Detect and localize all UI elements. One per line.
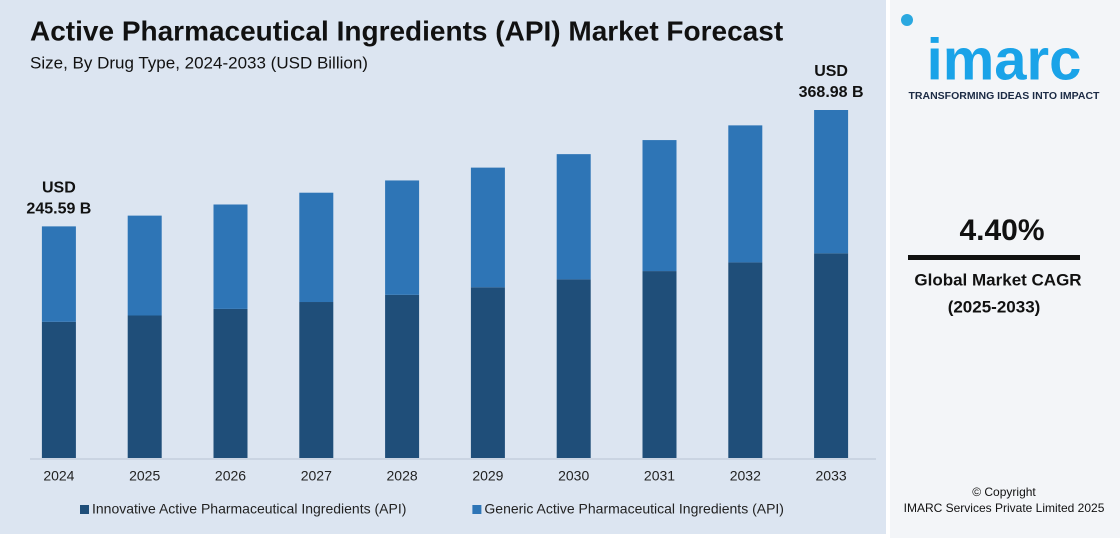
bar-segment	[41, 226, 76, 322]
annotation: 245.59 B	[26, 201, 91, 218]
x-tick-label: 2024	[43, 468, 74, 484]
cagr-label: Global Market CAGR	[914, 270, 1081, 289]
legend-label: Innovative Active Pharmaceutical Ingredi…	[92, 501, 406, 517]
cagr-value: 4.40%	[959, 214, 1044, 247]
tagline: TRANSFORMING IDEAS INTO IMPACT	[909, 90, 1101, 102]
bar-segment	[213, 204, 248, 309]
chart-subtitle: Size, By Drug Type, 2024-2033 (USD Billi…	[30, 53, 368, 72]
x-tick-label: 2029	[472, 468, 503, 484]
copyright: © Copyright	[972, 485, 1036, 499]
cagr-rule	[908, 255, 1080, 260]
bar-segment	[41, 321, 76, 458]
bar-segment	[385, 180, 420, 295]
bar-segment	[127, 215, 162, 316]
x-tick-label: 2033	[816, 468, 847, 484]
annotation: USD	[814, 63, 848, 80]
bar-segment	[642, 140, 677, 272]
x-tick-label: 2030	[558, 468, 589, 484]
bar-segment	[556, 279, 591, 458]
bar-segment	[385, 294, 420, 458]
logo-dot	[901, 14, 913, 26]
bar-segment	[728, 125, 763, 263]
company: IMARC Services Private Limited 2025	[904, 501, 1105, 515]
annotation: 368.98 B	[799, 84, 864, 101]
bar-segment	[470, 167, 505, 288]
x-tick-label: 2025	[129, 468, 160, 484]
legend-swatch	[80, 505, 89, 514]
cagr-period: (2025-2033)	[948, 297, 1041, 316]
chart-title: Active Pharmaceutical Ingredients (API) …	[30, 15, 783, 46]
x-tick-label: 2031	[644, 468, 675, 484]
bar-segment	[814, 253, 849, 458]
bar-segment	[470, 287, 505, 458]
bar-segment	[299, 192, 334, 303]
logo: imarc	[927, 27, 1082, 92]
x-tick-label: 2027	[301, 468, 332, 484]
annotation: USD	[42, 180, 76, 197]
bar-segment	[642, 271, 677, 458]
legend-label: Generic Active Pharmaceutical Ingredient…	[484, 501, 784, 517]
sidebar-background	[890, 0, 1120, 538]
bar-segment	[728, 262, 763, 458]
bar-segment	[127, 315, 162, 458]
x-tick-label: 2028	[387, 468, 418, 484]
bar-segment	[556, 154, 591, 280]
bar-segment	[213, 308, 248, 458]
bar-segment	[299, 302, 334, 458]
bar-segment	[814, 110, 849, 254]
x-tick-label: 2026	[215, 468, 246, 484]
legend-swatch	[472, 505, 482, 514]
x-tick-label: 2032	[730, 468, 761, 484]
